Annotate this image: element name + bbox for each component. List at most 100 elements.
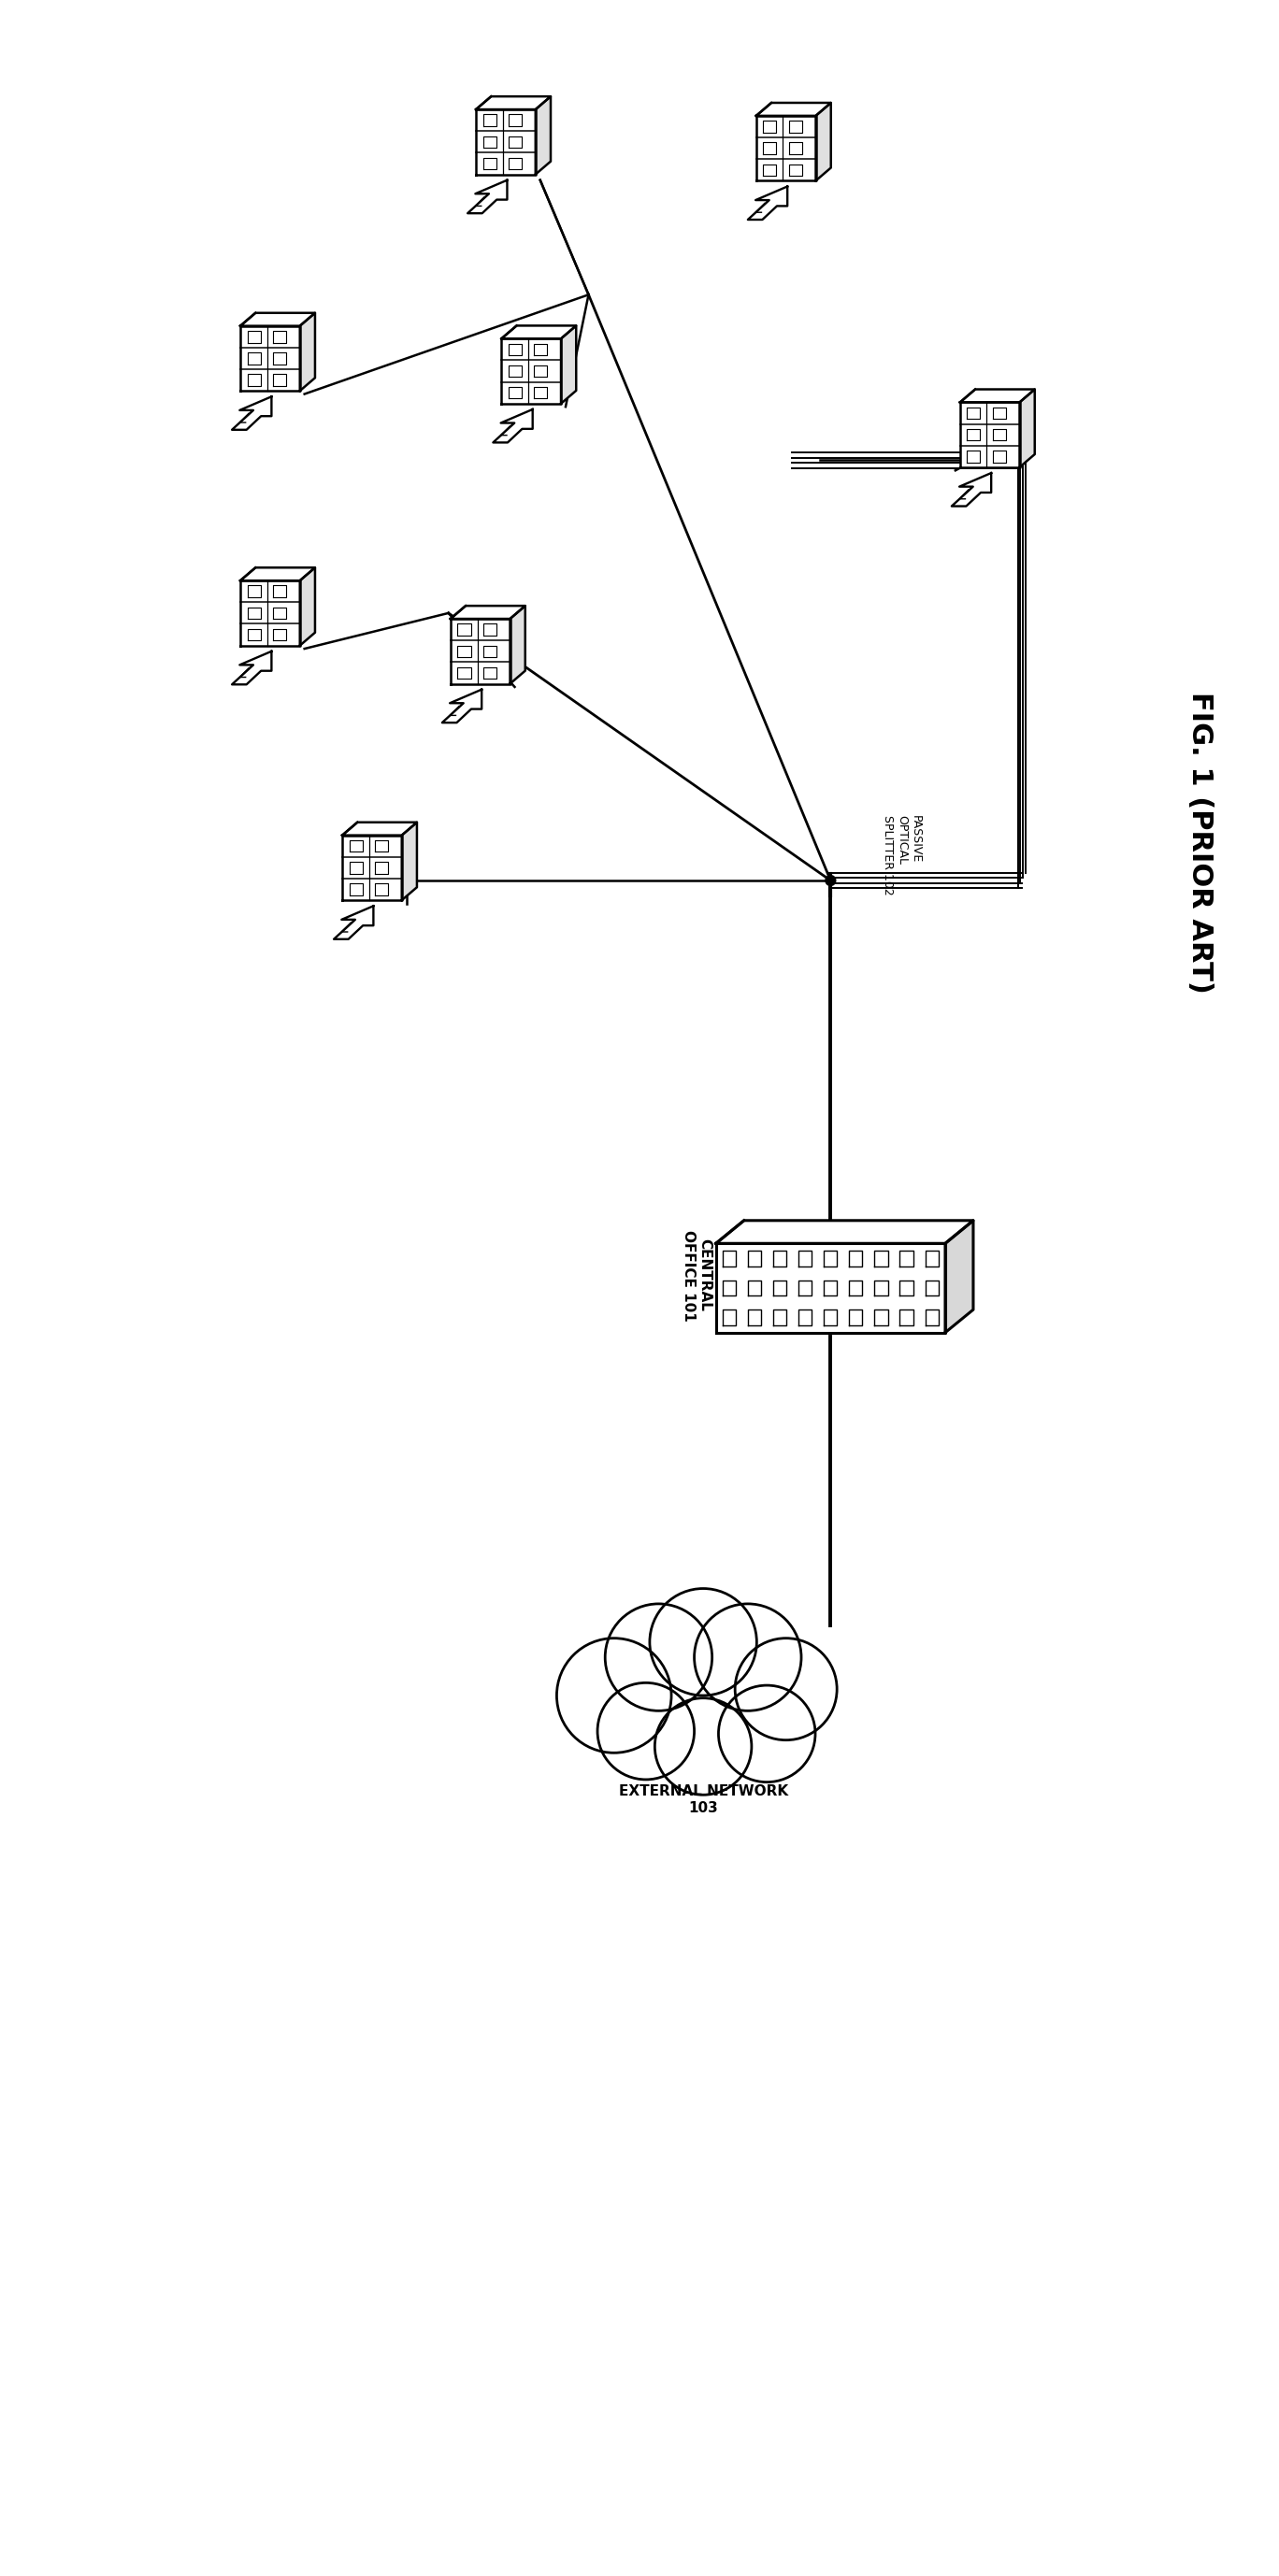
Polygon shape [443, 690, 482, 724]
Polygon shape [274, 629, 286, 641]
Polygon shape [509, 386, 522, 399]
Polygon shape [900, 1249, 913, 1265]
Polygon shape [748, 1249, 761, 1265]
Polygon shape [343, 822, 417, 835]
Polygon shape [756, 103, 831, 116]
Polygon shape [509, 157, 522, 170]
Polygon shape [299, 567, 315, 647]
Polygon shape [789, 142, 802, 155]
Polygon shape [274, 585, 286, 598]
Polygon shape [274, 608, 286, 618]
Polygon shape [748, 1280, 761, 1296]
Polygon shape [247, 585, 261, 598]
Circle shape [556, 1638, 671, 1752]
Polygon shape [774, 1249, 787, 1265]
Polygon shape [483, 623, 496, 636]
Polygon shape [764, 121, 776, 131]
Polygon shape [993, 451, 1005, 461]
Polygon shape [450, 605, 526, 618]
Polygon shape [561, 325, 576, 404]
Polygon shape [875, 1311, 888, 1327]
Polygon shape [231, 652, 271, 685]
Polygon shape [824, 1280, 838, 1296]
Polygon shape [900, 1280, 913, 1296]
Polygon shape [1019, 389, 1035, 466]
Polygon shape [816, 103, 831, 180]
Polygon shape [483, 647, 496, 657]
Polygon shape [240, 567, 315, 580]
Polygon shape [925, 1280, 939, 1296]
Polygon shape [764, 142, 776, 155]
Polygon shape [458, 667, 471, 677]
Polygon shape [510, 605, 526, 683]
Polygon shape [798, 1311, 812, 1327]
Polygon shape [849, 1311, 862, 1327]
Polygon shape [967, 430, 980, 440]
Text: FIG. 1 (PRIOR ART): FIG. 1 (PRIOR ART) [1187, 690, 1214, 994]
Polygon shape [798, 1249, 812, 1265]
Polygon shape [824, 1311, 838, 1327]
Polygon shape [535, 343, 547, 355]
Polygon shape [952, 474, 991, 505]
Polygon shape [501, 337, 561, 404]
Polygon shape [483, 137, 496, 147]
Polygon shape [993, 407, 1005, 420]
Polygon shape [402, 822, 417, 899]
Polygon shape [274, 374, 286, 386]
Polygon shape [231, 397, 271, 430]
Polygon shape [748, 1311, 761, 1327]
Polygon shape [509, 343, 522, 355]
Polygon shape [723, 1280, 735, 1296]
Polygon shape [716, 1221, 973, 1244]
Polygon shape [476, 108, 536, 175]
Polygon shape [756, 116, 816, 180]
Circle shape [719, 1685, 815, 1783]
Polygon shape [849, 1249, 862, 1265]
Polygon shape [925, 1249, 939, 1265]
Polygon shape [334, 907, 373, 940]
Polygon shape [535, 386, 547, 399]
Circle shape [605, 1605, 712, 1710]
Polygon shape [476, 95, 551, 108]
Polygon shape [458, 647, 471, 657]
Circle shape [597, 1682, 694, 1780]
Polygon shape [349, 863, 362, 873]
Polygon shape [483, 113, 496, 126]
Polygon shape [247, 353, 261, 363]
Polygon shape [483, 157, 496, 170]
Polygon shape [501, 325, 576, 337]
Polygon shape [875, 1280, 888, 1296]
Polygon shape [993, 430, 1005, 440]
Polygon shape [274, 330, 286, 343]
Text: PASSIVE
OPTICAL
SPLITTER 102: PASSIVE OPTICAL SPLITTER 102 [881, 814, 922, 894]
Polygon shape [945, 1221, 973, 1332]
Circle shape [735, 1638, 836, 1739]
Polygon shape [247, 608, 261, 618]
Text: EXTERNAL NETWORK
103: EXTERNAL NETWORK 103 [619, 1785, 788, 1816]
Polygon shape [789, 121, 802, 131]
Circle shape [825, 876, 835, 886]
Polygon shape [240, 327, 299, 392]
Polygon shape [961, 402, 1019, 466]
Polygon shape [494, 410, 532, 443]
Polygon shape [798, 1280, 812, 1296]
Polygon shape [961, 389, 1035, 402]
Polygon shape [789, 165, 802, 175]
Polygon shape [509, 366, 522, 376]
Polygon shape [240, 580, 299, 647]
Polygon shape [483, 667, 496, 677]
Circle shape [694, 1605, 801, 1710]
Polygon shape [774, 1280, 787, 1296]
Polygon shape [274, 353, 286, 363]
Polygon shape [450, 618, 510, 683]
Polygon shape [247, 330, 261, 343]
Text: CENTRAL
OFFICE 101: CENTRAL OFFICE 101 [682, 1229, 712, 1321]
Polygon shape [535, 366, 547, 376]
Polygon shape [349, 884, 362, 896]
Polygon shape [849, 1280, 862, 1296]
Polygon shape [716, 1244, 945, 1332]
Polygon shape [240, 312, 315, 327]
Polygon shape [967, 407, 980, 420]
Polygon shape [247, 629, 261, 641]
Polygon shape [299, 312, 315, 392]
